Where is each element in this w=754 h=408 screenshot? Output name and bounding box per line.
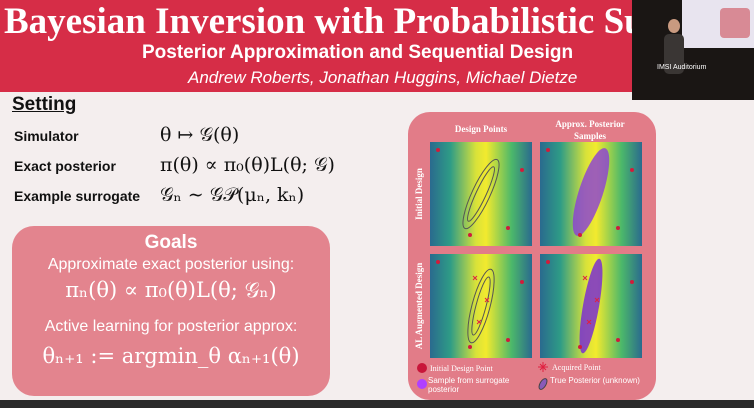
webcam-feed — [632, 0, 754, 100]
webcam-label: IMSI Auditorium — [657, 64, 707, 71]
legend-label-box: True Posterior (unknown) — [550, 376, 640, 385]
column-heading-box: Approx. Posterior Samples — [555, 119, 625, 141]
projected-box — [720, 8, 750, 38]
row-heading: AL Augmented Design — [414, 263, 424, 350]
panel — [430, 142, 532, 246]
slide-subtitle: Posterior Approximation and Sequential D… — [142, 42, 574, 63]
goals-formula: θₙ₊₁ := argmin_θ αₙ₊₁(θ) — [42, 344, 300, 368]
legend-label: Acquired Point — [552, 363, 601, 372]
posterior-contours — [462, 158, 500, 344]
acquired-points — [472, 275, 600, 325]
row-label: Example surrogate — [14, 188, 141, 204]
legend-label: True Posterior (unknown) — [550, 376, 640, 385]
speaker-body — [664, 34, 684, 74]
authors: Andrew Roberts, Jonathan Huggins, Michae… — [188, 68, 578, 87]
section-heading: Setting — [12, 94, 77, 115]
speaker-head — [668, 19, 680, 33]
legend-label: Initial Design Point — [430, 364, 493, 373]
formula: π(θ) ∝ π₀(θ)L(θ; 𝒢) — [160, 154, 335, 176]
design-points — [436, 148, 634, 349]
legend-label: Sample from surrogate posterior — [428, 376, 510, 394]
row-label: Exact posterior — [14, 158, 116, 174]
slide-title: Bayesian Inversion with Probabilistic Su… — [4, 1, 632, 42]
goals-heading: Goals — [144, 232, 198, 253]
goals-formula: πₙ(θ) ∝ π₀(θ)L(θ; 𝒢ₙ) — [65, 278, 277, 302]
legend-marker — [538, 378, 548, 390]
goals-text: Approximate exact posterior using: — [47, 256, 295, 273]
column-heading: Design Points — [455, 124, 508, 134]
row-label: Simulator — [14, 128, 79, 144]
formula: θ ↦ 𝒢(θ) — [160, 124, 240, 146]
row-heading: Initial Design — [414, 168, 424, 220]
legend-marker — [417, 363, 427, 373]
panel — [430, 254, 532, 358]
webcam-scene — [664, 0, 754, 74]
legend-marker — [538, 362, 548, 372]
posterior-samples — [572, 148, 610, 236]
column-heading: Approx. Posterior Samples — [555, 119, 625, 141]
legend-label-box: Sample from surrogate posterior — [428, 376, 510, 394]
header-band — [0, 0, 632, 92]
goals-box — [12, 226, 330, 396]
posterior-samples — [579, 258, 603, 354]
video-bar — [0, 400, 754, 408]
formula: 𝒢ₙ ∼ 𝒢𝒫(μₙ, kₙ) — [160, 184, 305, 206]
legend-marker — [417, 379, 427, 389]
goals-text: Active learning for posterior approx: — [44, 318, 298, 335]
